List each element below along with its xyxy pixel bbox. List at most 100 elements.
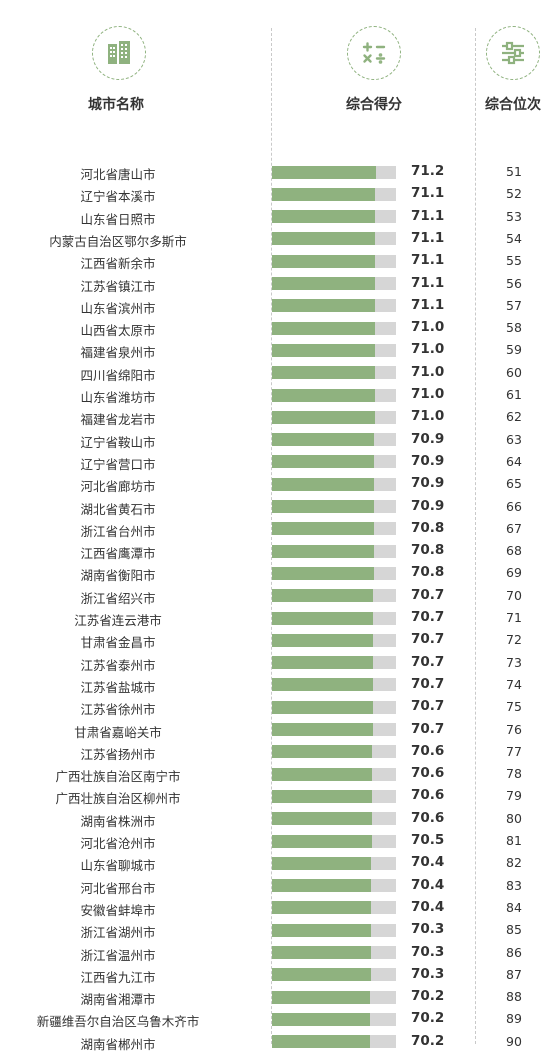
city-label: 福建省龙岩市	[80, 412, 156, 428]
city-label: 山西省太原市	[80, 323, 156, 339]
city-label: 浙江省湖州市	[80, 925, 156, 941]
score-bar	[272, 544, 374, 558]
rank-value: 90	[506, 1033, 522, 1049]
city-label: 江苏省盐城市	[80, 679, 156, 695]
score-value-label: 71.1	[411, 296, 445, 313]
rank-value: 89	[506, 1011, 522, 1027]
score-bar	[272, 299, 376, 313]
rank-value: 86	[506, 944, 522, 960]
score-value-label: 70.8	[411, 564, 445, 581]
city-label: 广西壮族自治区南宁市	[55, 769, 181, 785]
score-bar	[272, 433, 375, 447]
score-bar	[272, 611, 373, 625]
city-label: 江西省九江市	[80, 969, 156, 985]
city-label: 广西壮族自治区柳州市	[55, 791, 181, 807]
score-value-label: 70.7	[411, 653, 445, 670]
sliders-icon	[486, 26, 540, 80]
score-value-label: 70.9	[411, 430, 445, 447]
rank-value: 60	[506, 364, 522, 380]
rank-value: 58	[506, 320, 522, 336]
city-label: 浙江省台州市	[80, 523, 156, 539]
rank-value: 61	[506, 387, 522, 402]
score-value-label: 70.4	[411, 898, 445, 915]
score-value-label: 71.0	[411, 386, 445, 402]
city-label: 湖北省黄石市	[80, 501, 156, 517]
city-label: 湖南省郴州市	[80, 1036, 156, 1052]
score-value-label: 70.6	[411, 787, 445, 804]
score-value-label: 70.7	[411, 675, 445, 692]
city-label: 湖南省衡阳市	[80, 568, 156, 584]
column-divider-1	[271, 28, 272, 1044]
city-label: 福建省泉州市	[80, 345, 156, 361]
city-label: 河北省廊坊市	[80, 479, 156, 495]
score-value-label: 71.0	[411, 408, 445, 425]
rank-value: 76	[506, 721, 522, 737]
score-value-label: 71.0	[411, 319, 445, 336]
score-bar	[272, 455, 375, 469]
score-bar	[272, 700, 373, 714]
city-label: 山东省日照市	[80, 211, 156, 227]
score-bar	[272, 410, 375, 424]
score-bar	[272, 633, 373, 647]
score-value-label: 70.7	[411, 720, 445, 737]
score-value-label: 70.6	[411, 765, 445, 782]
city-label: 江苏省连云港市	[74, 613, 162, 628]
rank-value: 85	[506, 922, 522, 938]
city-label: 山东省聊城市	[80, 858, 156, 874]
score-value-label: 70.9	[411, 497, 445, 514]
score-value-label: 71.1	[411, 252, 445, 269]
score-bar	[272, 343, 375, 357]
city-label: 辽宁省鞍山市	[80, 434, 156, 450]
score-bar	[272, 500, 375, 513]
city-label: 江苏省镇江市	[80, 278, 156, 294]
city-label: 河北省沧州市	[80, 836, 156, 851]
city-label: 浙江省温州市	[80, 947, 156, 963]
score-bar	[272, 990, 370, 1004]
column-divider-2	[475, 28, 476, 1044]
rank-value: 73	[506, 654, 522, 670]
rank-value: 74	[506, 676, 522, 692]
buildings-icon	[92, 26, 146, 80]
city-name-header: 城市名称	[88, 97, 144, 113]
city-label: 江西省鹰潭市	[80, 546, 156, 562]
score-bar	[272, 589, 373, 603]
rank-value: 84	[506, 899, 522, 915]
score-value-label: 70.8	[411, 542, 445, 559]
score-value-label: 70.6	[411, 742, 445, 759]
rank-value: 55	[506, 253, 522, 269]
city-label: 辽宁省营口市	[80, 456, 156, 472]
score-bar	[272, 366, 375, 380]
rank-value: 63	[506, 431, 522, 447]
rank-value: 54	[506, 230, 522, 246]
score-bar	[272, 566, 374, 580]
score-bar	[272, 834, 372, 848]
score-value-label: 70.9	[411, 452, 445, 469]
score-bar	[272, 656, 373, 670]
rank-value: 87	[506, 966, 522, 982]
rank-value: 69	[506, 565, 522, 581]
score-bar	[272, 767, 373, 781]
city-label: 河北省唐山市	[80, 167, 156, 182]
rank-value: 79	[506, 788, 522, 804]
score-bar	[272, 165, 376, 179]
rank-value: 81	[506, 833, 522, 848]
city-label: 四川省绵阳市	[80, 367, 156, 383]
score-bar	[272, 968, 371, 982]
rank-value: 66	[506, 498, 522, 514]
score-bar	[272, 1035, 370, 1049]
score-bar	[272, 723, 373, 736]
score-bar	[272, 321, 375, 335]
score-bar	[272, 388, 375, 402]
score-value-label: 70.7	[411, 586, 445, 603]
score-bar	[272, 678, 373, 692]
score-value-label: 70.4	[411, 854, 445, 871]
score-value-label: 70.3	[411, 921, 445, 938]
score-header: 综合得分	[346, 97, 402, 113]
score-bar	[272, 745, 373, 759]
score-bar	[272, 879, 372, 893]
score-bar	[272, 789, 373, 803]
city-label: 山东省潍坊市	[80, 390, 156, 405]
city-label: 新疆维吾尔自治区乌鲁木齐市	[36, 1014, 200, 1030]
score-value-label: 70.3	[411, 965, 445, 982]
rank-value: 68	[506, 543, 522, 559]
